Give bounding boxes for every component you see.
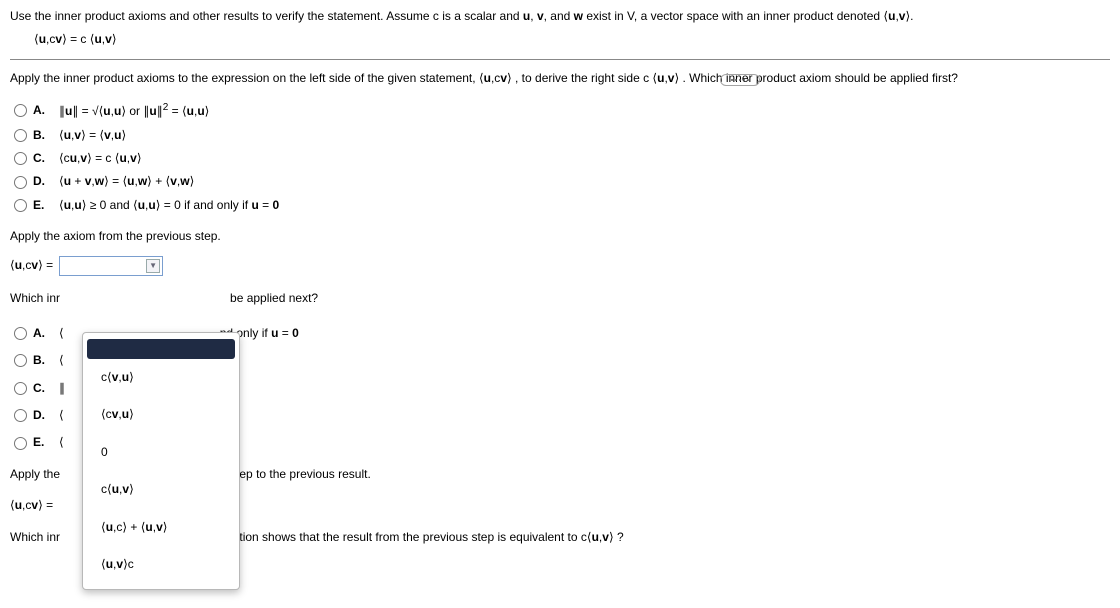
step3-prefix: Apply the <box>10 466 60 483</box>
q3-suffix: nition shows that the result from the pr… <box>230 529 624 546</box>
option-e[interactable]: E. ⟨u,u⟩ ≥ 0 and ⟨u,u⟩ = 0 if and only i… <box>14 197 1110 214</box>
question-intro: Use the inner product axioms and other r… <box>10 8 1110 25</box>
dropdown-item[interactable]: ⟨u,v⟩c <box>87 546 235 583</box>
step3-suffix: step to the previous result. <box>230 466 371 483</box>
option-letter: A. <box>33 102 49 119</box>
dropdown-item[interactable]: 0 <box>87 434 235 471</box>
equation-lhs-2: ⟨u,cv⟩ = <box>10 497 53 514</box>
dropdown-item[interactable]: ⟨u,c⟩ + ⟨u,v⟩ <box>87 509 235 546</box>
radio-e[interactable] <box>14 199 27 212</box>
option-letter: B. <box>33 127 49 144</box>
radio-a2[interactable] <box>14 327 27 340</box>
chevron-down-icon[interactable]: ▼ <box>146 259 160 273</box>
dropdown-panel: c⟨v,u⟩ ⟨cv,u⟩ 0 c⟨u,v⟩ ⟨u,c⟩ + ⟨u,v⟩ ⟨u,… <box>82 332 240 590</box>
dropdown-item-blank[interactable] <box>87 339 235 359</box>
option-d[interactable]: D. ⟨u + v,w⟩ = ⟨u,w⟩ + ⟨v,w⟩ <box>14 173 1110 190</box>
q2-suffix: be applied next? <box>230 290 318 307</box>
option-a-body: ∥u∥ = √⟨u,u⟩ or ∥u∥2 = ⟨u,u⟩ <box>59 101 209 120</box>
equation-lhs: ⟨u,cv⟩ = <box>10 257 53 274</box>
option-a[interactable]: A. ∥u∥ = √⟨u,u⟩ or ∥u∥2 = ⟨u,u⟩ <box>14 101 1110 120</box>
q2-prefix: Which inr <box>10 290 60 307</box>
radio-b[interactable] <box>14 129 27 142</box>
radio-d[interactable] <box>14 176 27 189</box>
option2-a-body: ⟨ <box>59 325 64 342</box>
option-letter: D. <box>33 173 49 190</box>
radio-b2[interactable] <box>14 354 27 367</box>
option-c[interactable]: C. ⟨cu,v⟩ = c ⟨u,v⟩ <box>14 150 1110 167</box>
sub-question-1: Apply the inner product axioms to the ex… <box>10 70 1110 87</box>
option-letter: D. <box>33 407 49 424</box>
radio-e2[interactable] <box>14 437 27 450</box>
radio-c2[interactable] <box>14 382 27 395</box>
answer-dropdown[interactable]: ▼ <box>59 256 163 276</box>
given-equation: ⟨u,cv⟩ = c ⟨u,v⟩ <box>34 31 1110 48</box>
option-b-body: ⟨u,v⟩ = ⟨v,u⟩ <box>59 127 126 144</box>
option2-b-body: ⟨ <box>59 352 64 369</box>
radio-c[interactable] <box>14 152 27 165</box>
dropdown-item[interactable]: c⟨v,u⟩ <box>87 359 235 396</box>
option-c-body: ⟨cu,v⟩ = c ⟨u,v⟩ <box>59 150 142 167</box>
option-b[interactable]: B. ⟨u,v⟩ = ⟨v,u⟩ <box>14 127 1110 144</box>
option-letter: C. <box>33 380 49 397</box>
dropdown-item[interactable]: ⟨cv,u⟩ <box>87 396 235 433</box>
q3-prefix: Which inr <box>10 529 60 546</box>
option-d-body: ⟨u + v,w⟩ = ⟨u,w⟩ + ⟨v,w⟩ <box>59 173 194 190</box>
radio-d2[interactable] <box>14 409 27 422</box>
radio-a[interactable] <box>14 104 27 117</box>
option-e-body: ⟨u,u⟩ ≥ 0 and ⟨u,u⟩ = 0 if and only if u… <box>59 197 279 214</box>
option-letter: E. <box>33 434 49 451</box>
divider <box>10 59 1110 60</box>
option2-c-body: ∥ <box>59 380 65 397</box>
option-letter: E. <box>33 197 49 214</box>
step-apply-previous: Apply the axiom from the previous step. <box>10 228 1110 245</box>
options-group-1: A. ∥u∥ = √⟨u,u⟩ or ∥u∥2 = ⟨u,u⟩ B. ⟨u,v⟩… <box>10 101 1110 214</box>
option-letter: C. <box>33 150 49 167</box>
option-letter: A. <box>33 325 49 342</box>
option2-d-body: ⟨ <box>59 407 64 424</box>
dropdown-item[interactable]: c⟨u,v⟩ <box>87 471 235 508</box>
drag-handle-icon[interactable] <box>720 74 760 86</box>
option2-e-body: ⟨ <box>59 434 64 451</box>
option-letter: B. <box>33 352 49 369</box>
